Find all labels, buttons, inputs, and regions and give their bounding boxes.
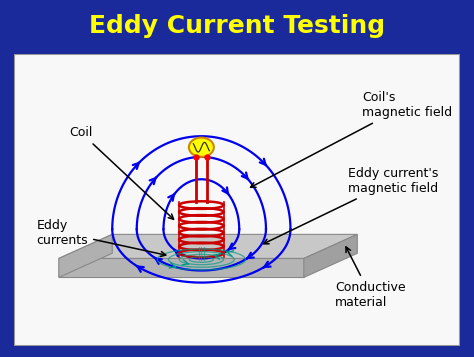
Text: Eddy
currents: Eddy currents — [36, 218, 166, 256]
Text: Coil's
magnetic field: Coil's magnetic field — [251, 91, 452, 187]
Circle shape — [189, 137, 214, 157]
Polygon shape — [59, 234, 357, 258]
Polygon shape — [304, 234, 357, 277]
Text: Eddy current's
magnetic field: Eddy current's magnetic field — [264, 167, 439, 244]
Text: Coil: Coil — [69, 126, 173, 219]
Polygon shape — [59, 258, 304, 277]
Polygon shape — [59, 234, 112, 277]
Text: Conductive
material: Conductive material — [335, 247, 406, 309]
Text: Eddy Current Testing: Eddy Current Testing — [89, 14, 385, 38]
FancyBboxPatch shape — [14, 54, 460, 346]
